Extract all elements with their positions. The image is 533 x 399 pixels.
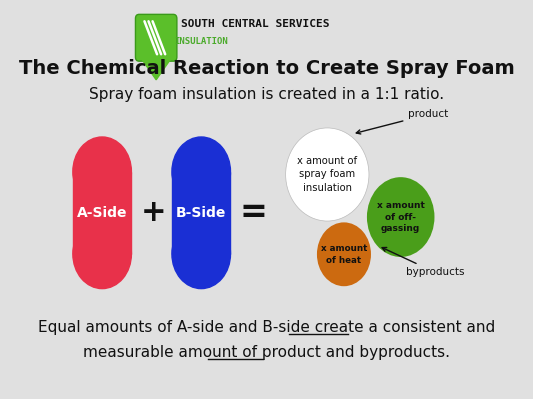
Circle shape [73,219,132,288]
Text: x amount
of off-
gassing: x amount of off- gassing [377,201,425,233]
Text: B-Side: B-Side [176,206,227,220]
Circle shape [172,137,230,206]
Ellipse shape [286,128,369,221]
Text: INSULATION: INSULATION [174,37,228,46]
Circle shape [317,222,371,286]
Text: Equal amounts of A-side and B-side create a consistent and: Equal amounts of A-side and B-side creat… [38,320,495,335]
Text: =: = [240,196,268,229]
Text: SOUTH CENTRAL SERVICES: SOUTH CENTRAL SERVICES [181,19,329,29]
Text: measurable amount of product and byproducts.: measurable amount of product and byprodu… [83,345,450,359]
Bar [172,172,230,254]
Circle shape [367,177,434,257]
Text: The Chemical Reaction to Create Spray Foam: The Chemical Reaction to Create Spray Fo… [19,59,514,77]
Bar [73,172,132,254]
FancyBboxPatch shape [135,14,177,61]
Polygon shape [139,55,173,80]
Text: A-Side: A-Side [77,206,127,220]
Text: x amount of
spray foam
insulation: x amount of spray foam insulation [297,156,357,193]
Text: product: product [356,109,449,134]
Text: byproducts: byproducts [382,247,465,277]
Text: x amount
of heat: x amount of heat [321,244,367,265]
Circle shape [172,219,230,288]
Circle shape [73,137,132,206]
Text: +: + [141,198,167,227]
Text: Spray foam insulation is created in a 1:1 ratio.: Spray foam insulation is created in a 1:… [89,87,444,102]
